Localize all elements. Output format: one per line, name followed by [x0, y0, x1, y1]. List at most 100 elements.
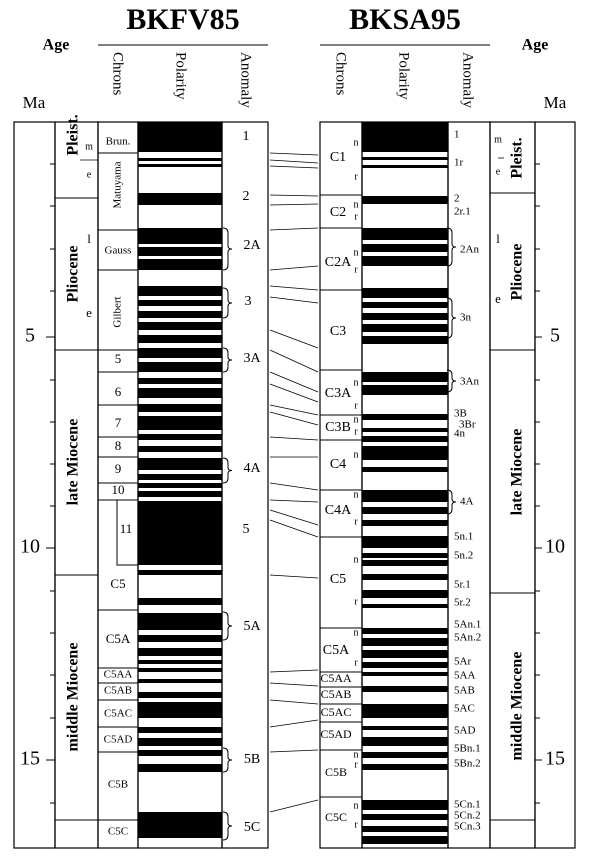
polarity-mark: n — [354, 489, 359, 500]
polarity-band — [362, 302, 448, 308]
polarity-band — [362, 324, 448, 332]
polarity-band — [362, 574, 448, 580]
polarity-mark: n — [354, 377, 359, 388]
brace — [446, 369, 457, 393]
anomaly-label: 2 — [243, 189, 250, 204]
rule — [269, 574, 319, 579]
age-tick-label: 15 — [545, 748, 565, 770]
polarity-band — [138, 668, 222, 672]
polarity-mark: r — [354, 400, 358, 411]
brace — [222, 227, 233, 271]
substage-label: e — [86, 305, 92, 320]
anomaly-label: 5Cn.3 — [454, 821, 481, 833]
anomaly-label: 5An.2 — [454, 632, 481, 644]
polarity-band — [138, 322, 222, 330]
age-frame — [13, 121, 56, 849]
anomaly-label: 5An.1 — [454, 619, 481, 631]
polarity-band — [138, 228, 222, 244]
substage-label: m — [85, 141, 93, 152]
polarity-band — [138, 474, 222, 480]
anomaly-label: 5AB — [454, 685, 475, 697]
chron-label: C5AD — [104, 734, 133, 746]
polarity-band — [138, 348, 222, 358]
rule — [269, 749, 319, 753]
chron-label: C5AB — [104, 685, 132, 697]
brace — [222, 347, 233, 373]
chron-label: 10 — [112, 482, 125, 497]
polarity-band — [362, 228, 448, 240]
rule — [269, 499, 319, 503]
substage-label: e — [495, 291, 501, 306]
polarity-band — [138, 247, 222, 256]
anomaly-label: 5C — [244, 820, 260, 835]
brace — [222, 811, 233, 841]
anomaly-label: 5n.1 — [454, 531, 473, 543]
anomaly-label: 5r.2 — [454, 597, 471, 609]
chron-label: C3B — [325, 420, 351, 435]
polarity-band — [362, 414, 448, 420]
polarity-mark: n — [354, 449, 359, 460]
epoch-label: Pleist. — [509, 137, 526, 178]
chron-label: C5B — [325, 765, 347, 779]
chron-label: C5AB — [321, 687, 352, 701]
polarity-band — [362, 313, 448, 320]
polarity-mark: r — [354, 211, 358, 222]
polarity-mark: n — [354, 414, 359, 425]
polarity-band — [362, 467, 448, 472]
anomaly-label: 5Bn.2 — [454, 758, 481, 770]
age-tick-label: 10 — [20, 536, 40, 558]
age-tick-label: 5 — [25, 325, 35, 347]
unit-label: Ma — [23, 93, 46, 112]
polarity-mark: r — [354, 171, 358, 182]
polarity-mark: n — [354, 800, 359, 811]
chron-label: C2 — [330, 205, 346, 220]
polarity-band — [362, 428, 448, 432]
chron-label: C5 — [110, 576, 125, 591]
brace — [222, 747, 233, 773]
polarity-band — [362, 536, 448, 548]
polarity-band — [362, 628, 448, 634]
chron-label: 5 — [115, 351, 122, 366]
brace — [222, 611, 233, 641]
polarity-band — [362, 553, 448, 558]
substage-label: e — [87, 169, 92, 180]
brace — [222, 287, 233, 319]
polarity-band — [138, 311, 222, 318]
anomaly-label: 5Bn.1 — [454, 743, 481, 755]
polarity-band — [138, 286, 222, 296]
polarity-band — [362, 764, 448, 770]
polarity-band — [138, 679, 222, 683]
polarity-band — [362, 590, 448, 598]
age-tick-label: 10 — [545, 536, 565, 558]
chron-label: C5AC — [321, 705, 352, 719]
polarity-band — [138, 648, 222, 656]
unit-label: Ma — [544, 93, 567, 112]
substage-label: l — [87, 231, 91, 246]
epoch-label: late Miocene — [65, 419, 82, 506]
chron-label: C5B — [108, 779, 128, 791]
chron-label: 8 — [115, 438, 122, 453]
chron-label: C5AC — [104, 708, 132, 720]
polarity-mark: n — [354, 199, 359, 210]
brace — [446, 297, 457, 339]
anomaly-label: 2r.1 — [454, 206, 471, 218]
rule — [269, 509, 319, 526]
brace — [222, 457, 233, 484]
polarity-band — [362, 560, 448, 566]
anomaly-label: 5A — [243, 619, 261, 634]
polarity-band — [362, 800, 448, 810]
chron-label: Gauss — [105, 245, 132, 257]
rule — [269, 329, 319, 349]
anomaly-label: 4A — [460, 496, 474, 508]
polarity-band — [362, 157, 448, 160]
age-frame — [534, 121, 576, 849]
chron-label: C5C — [108, 826, 128, 838]
rule — [269, 285, 319, 291]
polarity-band — [362, 638, 448, 646]
polarity-band — [362, 604, 448, 608]
anomaly-label: 5B — [244, 752, 260, 767]
polarity-band — [138, 259, 222, 270]
chron-label: Gilbert — [112, 296, 124, 327]
anomaly-label: 3 — [245, 294, 252, 309]
polarity-band — [362, 122, 448, 152]
